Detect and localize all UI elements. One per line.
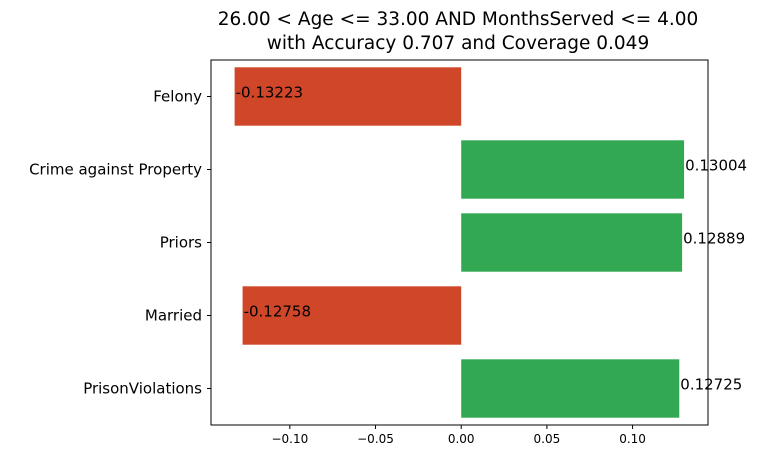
- data-labels-group: -0.13223 0.13004 0.12889 -0.12758 0.12725: [236, 84, 748, 394]
- data-label-4: 0.12725: [680, 376, 742, 394]
- bar-3: [242, 286, 462, 345]
- data-label-1: 0.13004: [685, 157, 747, 175]
- x-tick-label-3: 0.05: [534, 432, 561, 446]
- data-label-3: -0.12758: [244, 303, 311, 321]
- y-tick-label-0: Felony: [153, 88, 202, 106]
- bar-1: [461, 140, 685, 199]
- bar-4: [461, 359, 680, 418]
- x-axis: −0.10 −0.05 0.00 0.05 0.10: [271, 425, 646, 446]
- y-axis: Felony Crime against Property Priors Marrie…: [29, 88, 211, 398]
- y-tick-label-1: Crime against Property: [29, 161, 202, 179]
- data-label-2: 0.12889: [683, 230, 745, 248]
- bars-group: [234, 67, 685, 418]
- y-tick-label-2: Priors: [160, 234, 202, 252]
- y-tick-label-3: Married: [145, 307, 202, 325]
- y-tick-label-4: PrisonViolations: [83, 380, 202, 398]
- bar-0: [234, 67, 462, 126]
- chart-title-line-1: 26.00 < Age <= 33.00 AND MonthsServed <=…: [218, 9, 699, 30]
- x-tick-label-0: −0.10: [271, 432, 308, 446]
- x-tick-label-1: −0.05: [357, 432, 394, 446]
- bar-2: [461, 213, 683, 272]
- chart-title-line-2: with Accuracy 0.707 and Coverage 0.049: [267, 33, 649, 54]
- x-tick-label-4: 0.10: [619, 432, 646, 446]
- x-tick-label-2: 0.00: [448, 432, 475, 446]
- data-label-0: -0.13223: [236, 84, 303, 102]
